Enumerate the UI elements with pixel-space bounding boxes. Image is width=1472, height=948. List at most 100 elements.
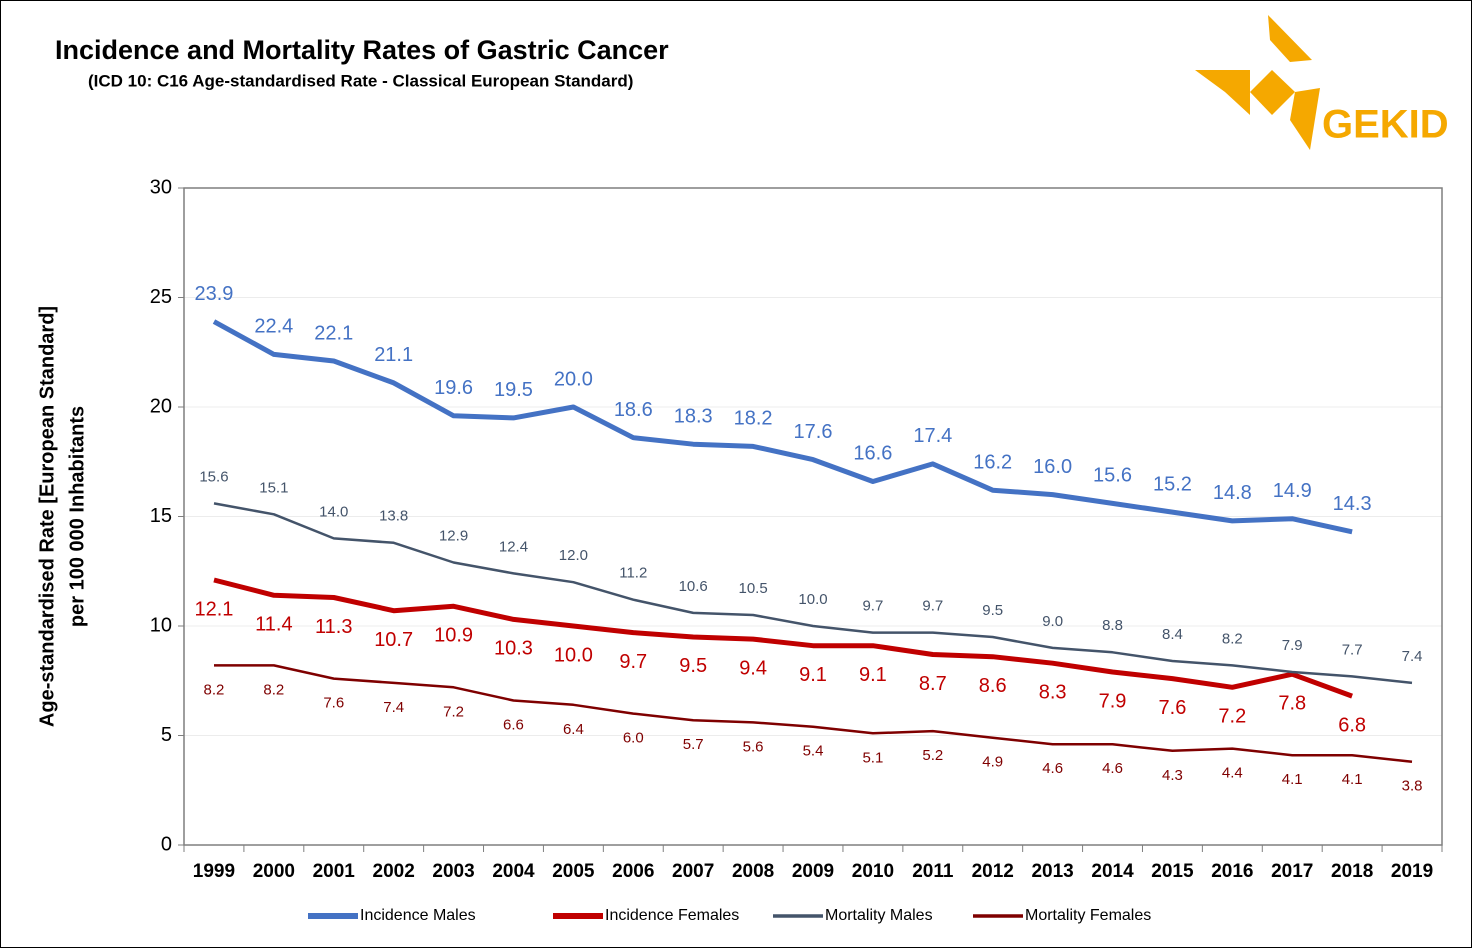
x-tick-label: 2007 xyxy=(672,861,714,882)
x-tick-label: 2005 xyxy=(552,861,595,882)
data-label: 9.5 xyxy=(679,655,707,677)
data-label: 9.7 xyxy=(619,651,647,673)
data-label: 5.4 xyxy=(803,743,824,760)
data-label: 18.3 xyxy=(674,406,713,428)
x-tick-label: 2000 xyxy=(253,861,295,882)
y-tick-label: 20 xyxy=(150,395,172,417)
data-label: 7.2 xyxy=(1218,706,1246,728)
data-label: 6.4 xyxy=(563,721,584,738)
data-label: 15.1 xyxy=(259,479,288,496)
x-tick-label: 2012 xyxy=(972,861,1014,882)
data-label: 12.0 xyxy=(559,547,588,564)
data-label: 8.3 xyxy=(1039,682,1067,704)
data-label: 7.9 xyxy=(1099,690,1127,712)
x-tick-label: 2002 xyxy=(373,861,415,882)
data-label: 7.4 xyxy=(383,699,404,716)
data-label: 7.7 xyxy=(1342,641,1363,658)
x-tick-label: 2006 xyxy=(612,861,654,882)
logo: GEKID xyxy=(1195,15,1449,150)
chart-title: Incidence and Mortality Rates of Gastric… xyxy=(55,35,669,65)
chart-subtitle: (ICD 10: C16 Age-standardised Rate - Cla… xyxy=(88,71,633,90)
data-label: 18.2 xyxy=(734,408,773,430)
data-label: 15.2 xyxy=(1153,473,1192,495)
logo-shape xyxy=(1225,92,1250,115)
x-tick-label: 2008 xyxy=(732,861,774,882)
legend-label: Mortality Males xyxy=(825,907,933,924)
data-label: 11.4 xyxy=(255,614,292,636)
data-label: 9.5 xyxy=(982,602,1003,619)
data-label: 21.1 xyxy=(374,344,413,366)
data-label: 8.2 xyxy=(1222,630,1243,647)
data-label: 8.2 xyxy=(263,681,284,698)
x-tick-label: 2017 xyxy=(1271,861,1313,882)
series-line xyxy=(213,502,1413,685)
data-label: 9.4 xyxy=(739,657,767,679)
data-label: 8.6 xyxy=(979,675,1007,697)
y-tick-label: 30 xyxy=(150,176,172,198)
data-label: 10.6 xyxy=(679,578,708,595)
data-label: 4.3 xyxy=(1162,767,1183,784)
data-label: 5.2 xyxy=(922,747,943,764)
legend-label: Incidence Males xyxy=(360,907,476,924)
data-label: 14.8 xyxy=(1213,482,1252,504)
x-tick-label: 2013 xyxy=(1031,861,1073,882)
data-label: 9.1 xyxy=(859,664,887,686)
data-label: 17.4 xyxy=(913,425,952,447)
data-label: 6.0 xyxy=(623,730,644,747)
data-label: 10.0 xyxy=(798,591,827,608)
x-tick-label: 2004 xyxy=(492,861,535,882)
y-tick-label: 25 xyxy=(150,286,172,308)
y-tick-label: 5 xyxy=(161,724,172,746)
data-label: 12.9 xyxy=(439,527,468,544)
data-label: 5.1 xyxy=(862,749,883,766)
data-label: 5.6 xyxy=(743,738,764,755)
data-label: 8.7 xyxy=(919,673,947,695)
data-label: 9.1 xyxy=(799,664,827,686)
data-label: 8.8 xyxy=(1102,617,1123,634)
data-label: 22.4 xyxy=(254,316,293,338)
data-label: 8.2 xyxy=(204,681,225,698)
data-label: 13.8 xyxy=(379,508,408,525)
data-label: 22.1 xyxy=(314,322,353,344)
logo-text: GEKID xyxy=(1322,103,1449,147)
data-label: 10.9 xyxy=(434,625,473,647)
x-tick-label: 2015 xyxy=(1151,861,1194,882)
data-label: 9.7 xyxy=(922,598,943,615)
data-label: 5.7 xyxy=(683,736,704,753)
y-tick-label: 15 xyxy=(150,505,172,527)
data-label: 4.9 xyxy=(982,754,1003,771)
series-line xyxy=(213,577,1353,699)
data-label: 11.3 xyxy=(315,616,352,638)
data-label: 19.5 xyxy=(494,379,533,401)
data-label: 18.6 xyxy=(614,399,653,421)
data-label: 14.3 xyxy=(1333,493,1372,515)
x-tick-label: 2009 xyxy=(792,861,834,882)
data-label: 20.0 xyxy=(554,368,593,390)
data-label: 10.7 xyxy=(374,629,413,651)
series-line xyxy=(214,664,1413,764)
data-label: 6.6 xyxy=(503,716,524,733)
data-label: 4.6 xyxy=(1102,760,1123,777)
data-label: 3.8 xyxy=(1402,778,1423,795)
legend-label: Incidence Females xyxy=(605,907,739,924)
data-label: 10.0 xyxy=(554,644,593,666)
data-label: 12.1 xyxy=(194,598,233,620)
data-label: 16.2 xyxy=(973,452,1012,474)
data-label: 17.6 xyxy=(794,421,833,443)
data-label: 7.4 xyxy=(1402,648,1423,665)
data-label: 16.0 xyxy=(1033,456,1072,478)
data-label: 4.1 xyxy=(1282,771,1303,788)
logo-shape xyxy=(1268,15,1312,62)
logo-shape xyxy=(1290,88,1320,150)
data-label: 6.8 xyxy=(1338,714,1366,736)
data-label: 12.4 xyxy=(499,538,528,555)
logo-shape xyxy=(1195,70,1250,92)
x-tick-label: 2003 xyxy=(432,861,474,882)
data-label: 4.4 xyxy=(1222,765,1243,782)
y-axis-label: Age-standardised Rate [European Standard… xyxy=(36,306,58,727)
logo-shape xyxy=(1250,70,1295,115)
data-label: 4.1 xyxy=(1342,771,1363,788)
legend-label: Mortality Females xyxy=(1025,907,1151,924)
data-label: 19.6 xyxy=(434,377,473,399)
